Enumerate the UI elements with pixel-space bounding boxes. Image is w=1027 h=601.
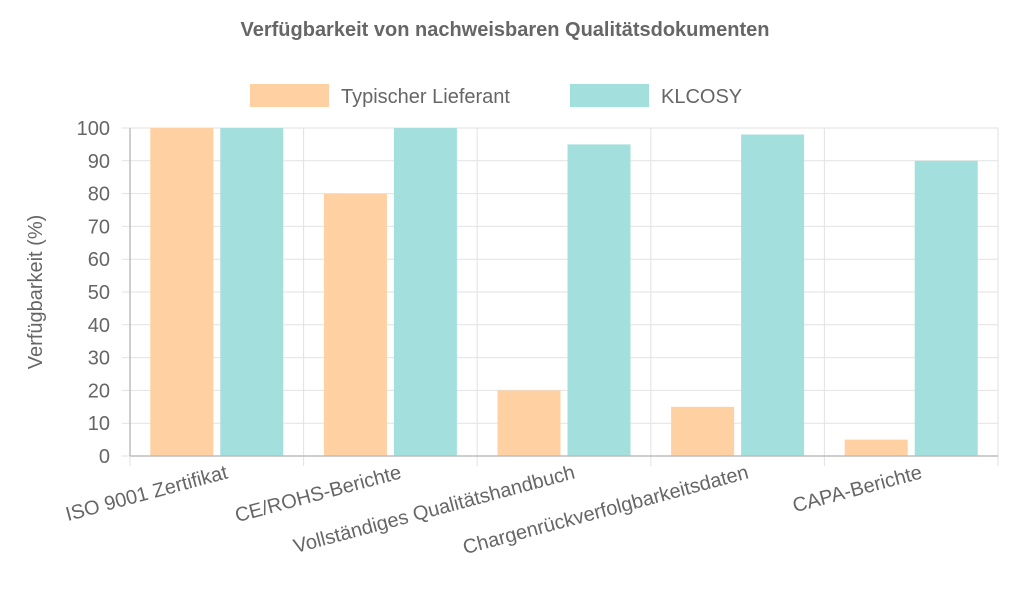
bar-klcosy-1[interactable] (393, 128, 457, 456)
y-tick-label-40: 40 (88, 315, 110, 337)
bar-klcosy-0[interactable] (220, 128, 284, 456)
y-tick-label-30: 30 (88, 348, 110, 370)
legend-label-typischer-lieferant: Typischer Lieferant (341, 86, 510, 108)
legend-swatch-typischer-lieferant[interactable] (250, 84, 329, 107)
bar-typischer-lieferant-4[interactable] (844, 439, 908, 456)
bar-klcosy-3[interactable] (741, 134, 805, 456)
bar-typischer-lieferant-3[interactable] (671, 406, 735, 456)
x-category-label-4: CAPA-Berichte (790, 462, 924, 518)
chart-title: Verfügbarkeit von nachweisbaren Qualität… (240, 19, 769, 41)
x-category-label-2: Vollständiges Qualitätshandbuch (291, 462, 577, 558)
x-category-label-3: Chargenrückverfolgbarkeitsdaten (461, 462, 751, 560)
bar-typischer-lieferant-0[interactable] (150, 128, 214, 456)
y-tick-label-50: 50 (88, 282, 110, 304)
legend-label-klcosy: KLCOSY (661, 86, 742, 108)
legend: Typischer Lieferant KLCOSY (250, 84, 742, 108)
x-category-labels: ISO 9001 Zertifikat CE/ROHS-BerichteVolls… (63, 461, 924, 559)
y-tick-label-10: 10 (88, 413, 110, 435)
bar-typischer-lieferant-2[interactable] (497, 390, 561, 456)
legend-swatch-klcosy[interactable] (570, 84, 649, 107)
y-tick-labels: 0 10 20 30 40 50 60 70 80 90 100 (77, 118, 110, 468)
bar-klcosy-4[interactable] (914, 160, 978, 457)
y-tick-label-70: 70 (88, 216, 110, 238)
x-category-label-0: ISO 9001 Zertifikat (63, 461, 230, 526)
y-tick-label-0: 0 (99, 446, 110, 468)
y-tick-label-90: 90 (88, 151, 110, 173)
bar-typischer-lieferant-1[interactable] (323, 193, 387, 456)
y-tick-label-20: 20 (88, 380, 110, 402)
bar-klcosy-2[interactable] (567, 144, 631, 456)
y-tick-label-60: 60 (88, 249, 110, 271)
y-tick-label-100: 100 (77, 118, 110, 140)
y-axis-label: Verfügbarkeit (%) (25, 215, 47, 370)
axes (129, 128, 998, 457)
bars (150, 128, 978, 457)
y-tick-label-80: 80 (88, 184, 110, 206)
